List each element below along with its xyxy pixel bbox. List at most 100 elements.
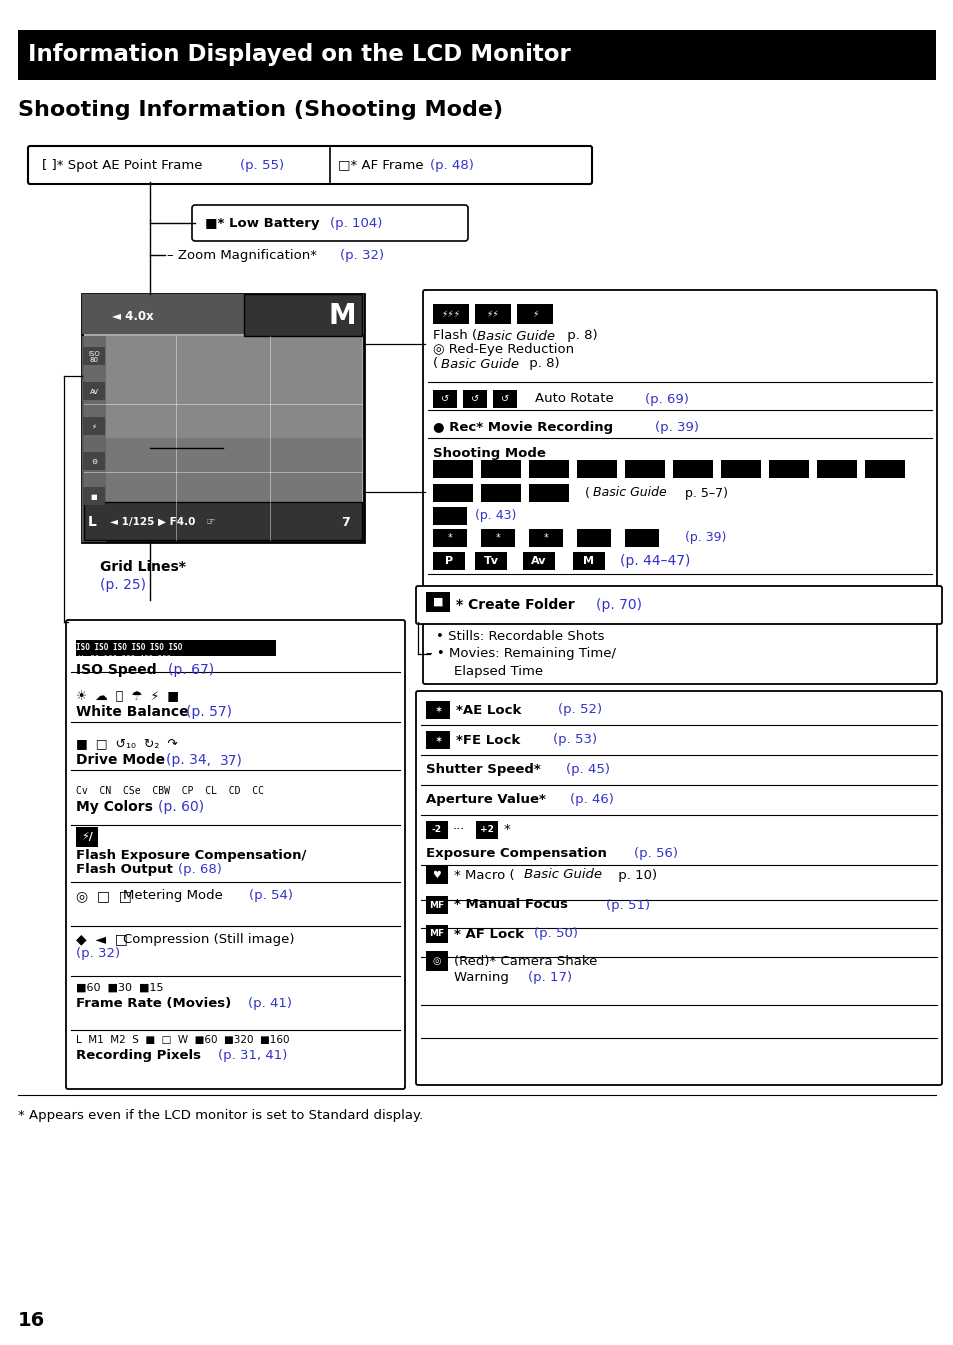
Text: (p. 51): (p. 51) <box>605 898 649 912</box>
Text: AV: AV <box>90 389 98 395</box>
Text: Flash Output: Flash Output <box>76 862 177 876</box>
Text: ■* Low Battery: ■* Low Battery <box>205 217 324 230</box>
Bar <box>816 460 856 477</box>
Text: ⚡: ⚡ <box>531 309 537 319</box>
Text: White Balance: White Balance <box>76 705 193 720</box>
Text: *: * <box>496 533 500 543</box>
Bar <box>83 452 105 469</box>
Text: – Zoom Magnification*: – Zoom Magnification* <box>167 249 321 261</box>
Text: ■60  ■30  ■15: ■60 ■30 ■15 <box>76 983 163 993</box>
Bar <box>18 30 935 79</box>
Bar <box>426 925 448 943</box>
Text: P: P <box>444 555 453 566</box>
Text: (p. 43): (p. 43) <box>475 510 516 522</box>
Text: (p. 48): (p. 48) <box>430 159 474 172</box>
Text: My Colors: My Colors <box>76 800 157 814</box>
Text: Basic Guide: Basic Guide <box>523 869 601 881</box>
FancyBboxPatch shape <box>416 586 941 624</box>
Text: (p. 31, 41): (p. 31, 41) <box>218 1049 287 1063</box>
Bar <box>522 551 555 570</box>
Text: p. 10): p. 10) <box>614 869 657 881</box>
Text: Shooting Information (Shooting Mode): Shooting Information (Shooting Mode) <box>18 100 502 120</box>
Text: (p. 32): (p. 32) <box>339 249 384 261</box>
Bar <box>529 529 562 547</box>
Text: (p. 41): (p. 41) <box>248 998 292 1010</box>
Text: Cv  CN  CSe  CBW  CP  CL  CD  CC: Cv CN CSe CBW CP CL CD CC <box>76 785 264 796</box>
Text: ↺: ↺ <box>440 394 449 404</box>
Text: Auto Rotate: Auto Rotate <box>535 393 618 405</box>
Bar <box>433 304 469 324</box>
Bar <box>480 460 520 477</box>
Bar <box>426 820 448 839</box>
Text: Frame Rate (Movies): Frame Rate (Movies) <box>76 998 235 1010</box>
Text: * Appears even if the LCD monitor is set to Standard display.: * Appears even if the LCD monitor is set… <box>18 1108 423 1122</box>
Text: * Manual Focus: * Manual Focus <box>454 898 572 912</box>
Bar <box>426 730 450 749</box>
Text: (: ( <box>433 358 437 370</box>
Text: ◆  ◄  □: ◆ ◄ □ <box>76 932 128 946</box>
Text: (p. 32): (p. 32) <box>76 947 120 959</box>
Text: ↺: ↺ <box>471 394 478 404</box>
Text: Av: Av <box>531 555 546 566</box>
Text: *AE Lock: *AE Lock <box>456 703 525 717</box>
Bar <box>426 592 450 612</box>
Text: Flash Exposure Compensation/: Flash Exposure Compensation/ <box>76 849 306 862</box>
Text: (: ( <box>584 487 589 499</box>
Text: – • Movies: Remaining Time/: – • Movies: Remaining Time/ <box>426 647 616 660</box>
Text: p. 8): p. 8) <box>562 330 597 343</box>
Bar <box>83 417 105 434</box>
Text: +2: +2 <box>479 826 494 834</box>
Text: Tv: Tv <box>483 555 498 566</box>
Text: ✶: ✶ <box>434 705 441 716</box>
Text: (p. 60): (p. 60) <box>158 800 204 814</box>
Text: 37): 37) <box>220 753 243 767</box>
Text: Recording Pixels: Recording Pixels <box>76 1049 206 1063</box>
Text: ISO
80: ISO 80 <box>88 351 100 363</box>
Text: Metering Mode: Metering Mode <box>123 889 227 902</box>
Bar <box>244 295 361 336</box>
Bar <box>426 896 448 915</box>
Text: * AF Lock: * AF Lock <box>454 928 528 940</box>
Bar <box>475 551 506 570</box>
Text: *FE Lock: *FE Lock <box>456 733 524 746</box>
Text: (p. 50): (p. 50) <box>534 928 578 940</box>
Bar <box>84 502 361 539</box>
Text: 16: 16 <box>18 1310 45 1329</box>
Text: p. 8): p. 8) <box>524 358 559 370</box>
Text: (p. 45): (p. 45) <box>565 764 609 776</box>
Text: (p. 57): (p. 57) <box>186 705 232 720</box>
Bar <box>426 701 450 720</box>
Text: (Red)* Camera Shake: (Red)* Camera Shake <box>454 955 597 967</box>
Text: Shooting Mode: Shooting Mode <box>433 447 545 460</box>
Text: 7: 7 <box>341 515 350 529</box>
Text: (p. 104): (p. 104) <box>330 217 382 230</box>
Bar <box>433 529 467 547</box>
Text: (p. 25): (p. 25) <box>100 578 146 592</box>
Bar <box>672 460 712 477</box>
Text: Exposure Compensation: Exposure Compensation <box>426 847 611 861</box>
Text: Flash (: Flash ( <box>433 330 476 343</box>
Text: ⚡: ⚡ <box>91 424 96 430</box>
Text: ⚡/: ⚡/ <box>81 833 92 842</box>
Bar <box>577 460 617 477</box>
Text: MF: MF <box>429 901 444 909</box>
Text: □* AF Frame: □* AF Frame <box>337 159 428 172</box>
Text: ■: ■ <box>433 597 443 607</box>
Bar <box>462 390 486 408</box>
Text: (p. 67): (p. 67) <box>168 663 213 677</box>
Text: ···: ··· <box>453 823 465 837</box>
Text: Information Displayed on the LCD Monitor: Information Displayed on the LCD Monitor <box>28 43 570 66</box>
Bar <box>83 382 105 399</box>
Text: ◄ 4.0x: ◄ 4.0x <box>112 309 153 323</box>
Text: MF: MF <box>429 929 444 939</box>
Text: (p. 52): (p. 52) <box>558 703 601 717</box>
Bar <box>433 551 464 570</box>
Bar <box>493 390 517 408</box>
Text: *: * <box>543 533 548 543</box>
Text: ◎  □  □: ◎ □ □ <box>76 889 132 902</box>
Text: (p. 56): (p. 56) <box>634 847 678 861</box>
Bar <box>480 529 515 547</box>
Text: Elapsed Time: Elapsed Time <box>454 666 542 678</box>
Text: ■: ■ <box>91 494 97 500</box>
Text: (p. 17): (p. 17) <box>527 971 572 983</box>
